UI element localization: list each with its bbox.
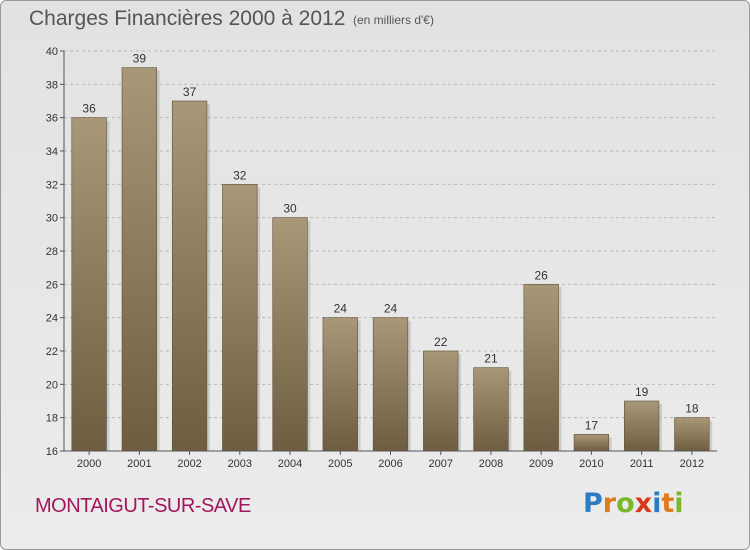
- bar-2008: [473, 367, 509, 452]
- y-tick-label: 32: [46, 179, 58, 191]
- x-tick-label: 2008: [479, 458, 503, 470]
- y-tick-label: 20: [46, 379, 58, 391]
- bar-value-label: 24: [384, 302, 398, 316]
- bar-value-label: 22: [434, 335, 448, 349]
- bars: 36 39 37 32 30 24 24 22 21 26 17 19 18: [71, 52, 713, 452]
- bar-2001: [121, 67, 157, 452]
- logo-letter: P: [583, 488, 603, 519]
- x-tick-label: 2009: [529, 458, 553, 470]
- bar-value-label: 37: [183, 85, 197, 99]
- logo-letter: o: [616, 488, 635, 519]
- bar-2004: [272, 217, 308, 452]
- bar-2010: [573, 434, 610, 452]
- x-tick-label: 2007: [428, 458, 452, 470]
- y-tick-label: 22: [46, 346, 58, 358]
- bar-2005: [322, 317, 358, 452]
- logo-letter: r: [602, 488, 617, 519]
- bar-2006: [372, 317, 409, 452]
- bar-value-label: 17: [585, 418, 599, 432]
- x-tick-label: 2002: [177, 458, 201, 470]
- location-name: MONTAIGUT-SUR-SAVE: [35, 495, 251, 517]
- bar-2012: [674, 417, 710, 452]
- bar-2003: [222, 184, 258, 452]
- bar-value-label: 19: [635, 385, 649, 399]
- x-tick-label: 2000: [77, 458, 101, 470]
- x-tick-label: 2004: [278, 458, 302, 470]
- y-tick-label: 40: [46, 46, 58, 58]
- bar-value-label: 32: [233, 168, 247, 182]
- x-tick-label: 2005: [328, 458, 352, 470]
- bar-2002: [171, 100, 208, 452]
- bar-value-label: 24: [334, 302, 348, 316]
- y-tick-label: 16: [46, 446, 58, 458]
- bar-value-label: 30: [283, 202, 297, 216]
- x-tick-label: 2006: [378, 458, 402, 470]
- y-tick-label: 38: [46, 79, 58, 91]
- y-tick-label: 24: [46, 313, 58, 325]
- logo-letter: i: [652, 488, 662, 519]
- chart-title: Charges Financières 2000 à 2012: [29, 7, 346, 30]
- axes: 16 18 20 22 24 26 28 30 32 34 36 38 40 2000 2001 2002 20…: [46, 46, 717, 470]
- bar-value-label: 21: [484, 352, 498, 366]
- bar-2011: [624, 400, 660, 452]
- chart-subtitle: (en milliers d'€): [353, 13, 434, 27]
- x-tick-label: 2012: [680, 458, 704, 470]
- x-tick-label: 2010: [579, 458, 603, 470]
- bar-value-label: 18: [685, 402, 699, 416]
- bar-2000: [71, 117, 107, 452]
- x-tick-label: 2011: [630, 458, 654, 470]
- bar-2009: [523, 284, 559, 452]
- x-tick-label: 2003: [228, 458, 252, 470]
- logo-letter: x: [634, 488, 653, 519]
- logo-letter: i: [674, 488, 684, 519]
- y-tick-label: 18: [46, 413, 58, 425]
- y-tick-label: 28: [46, 246, 58, 258]
- proxiti-logo: Proxiti: [583, 488, 684, 519]
- logo-letter: t: [661, 488, 675, 519]
- bar-value-label: 36: [82, 102, 96, 116]
- bar-2007: [423, 350, 459, 452]
- bar-value-label: 26: [535, 268, 549, 282]
- x-tick-label: 2001: [127, 458, 151, 470]
- y-tick-label: 36: [46, 113, 58, 125]
- y-tick-label: 30: [46, 213, 58, 225]
- bar-value-label: 39: [133, 52, 147, 66]
- y-tick-label: 34: [46, 146, 58, 158]
- y-tick-label: 26: [46, 279, 58, 291]
